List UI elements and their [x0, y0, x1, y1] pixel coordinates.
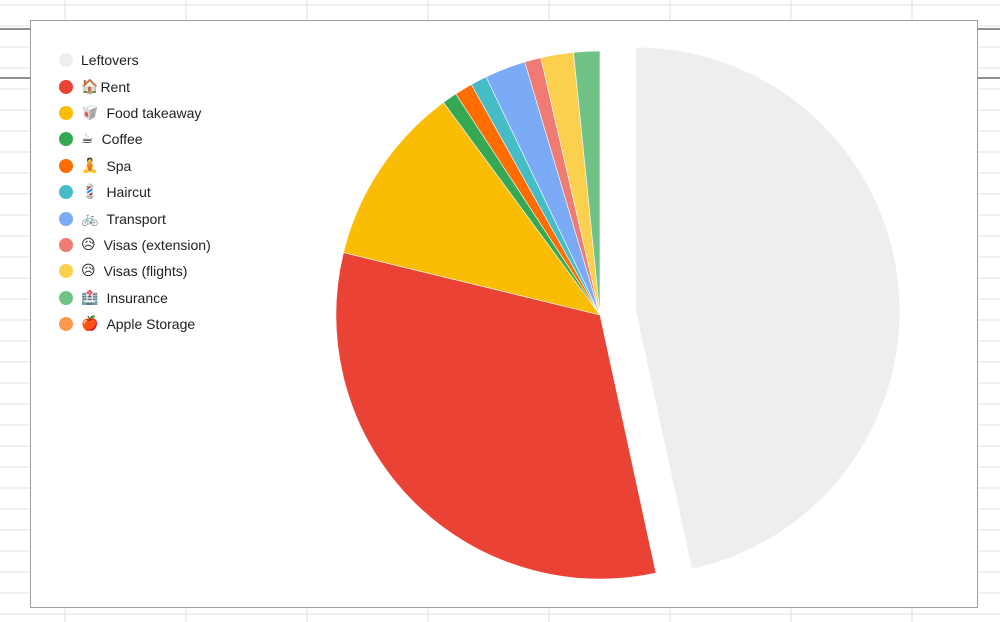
legend-item[interactable]: 😥 Visas (flights)	[59, 258, 211, 284]
apple-icon: 🍎	[81, 316, 99, 333]
legend-item[interactable]: ☕ Coffee	[59, 126, 211, 152]
legend-color-dot	[59, 158, 73, 173]
legend-item[interactable]: 💈 Haircut	[59, 179, 211, 205]
legend-item[interactable]: 😥 Visas (extension)	[59, 232, 211, 258]
legend-label: Spa	[106, 157, 132, 174]
legend-color-dot	[59, 53, 73, 68]
pie-chart[interactable]: Leftovers 🏠 Rent 🥡 Food takeaway ☕ Coffee 🧘 Spa 💈…	[30, 20, 978, 608]
bicycle-icon: 🚲	[81, 210, 99, 227]
legend-label: Apple Storage	[106, 316, 196, 333]
sad-face-icon: 😥	[81, 236, 96, 253]
pie-slice-food-takeaway[interactable]	[343, 101, 601, 316]
house-icon: 🏠	[81, 78, 99, 95]
legend-item[interactable]: 🧘 Spa	[59, 153, 211, 179]
legend-color-dot	[59, 132, 73, 147]
pie-slice-leftovers[interactable]	[635, 46, 901, 570]
legend-color-dot	[59, 317, 73, 332]
legend-item[interactable]: 🏥 Insurance	[59, 285, 211, 311]
legend-color-dot	[59, 211, 73, 226]
legend-color-dot	[59, 290, 73, 305]
legend-label: Transport	[106, 210, 166, 227]
legend-label: Leftovers	[81, 52, 139, 69]
meditation-person-icon: 🧘	[81, 157, 99, 174]
coffee-cup-icon: ☕	[81, 131, 94, 148]
takeout-box-icon: 🥡	[81, 104, 99, 121]
barber-pole-icon: 💈	[81, 184, 99, 201]
legend-item[interactable]: 🍎 Apple Storage	[59, 311, 211, 337]
pie-slice-insurance[interactable]	[573, 50, 601, 316]
legend-color-dot	[59, 185, 73, 200]
pie-plot-area	[335, 46, 901, 580]
legend-color-dot	[59, 105, 73, 120]
legend-color-dot	[59, 79, 73, 94]
legend-label: Visas (flights)	[103, 263, 188, 280]
hospital-icon: 🏥	[81, 289, 99, 306]
legend-label: Visas (extension)	[103, 236, 211, 253]
sad-face-icon: 😥	[81, 263, 96, 280]
pie-slice-rent[interactable]	[335, 252, 657, 580]
legend-item[interactable]: Leftovers	[59, 47, 211, 73]
chart-legend: Leftovers 🏠 Rent 🥡 Food takeaway ☕ Coffee 🧘 Spa 💈…	[59, 47, 211, 337]
legend-label: Rent	[100, 78, 131, 95]
legend-item[interactable]: 🥡 Food takeaway	[59, 100, 211, 126]
legend-item[interactable]: 🏠 Rent	[59, 73, 211, 99]
legend-label: Insurance	[106, 289, 168, 306]
legend-item[interactable]: 🚲 Transport	[59, 205, 211, 231]
legend-color-dot	[59, 264, 73, 279]
legend-label: Food takeaway	[106, 104, 202, 121]
legend-label: Coffee	[101, 131, 143, 148]
legend-label: Haircut	[106, 184, 151, 201]
legend-color-dot	[59, 237, 73, 252]
